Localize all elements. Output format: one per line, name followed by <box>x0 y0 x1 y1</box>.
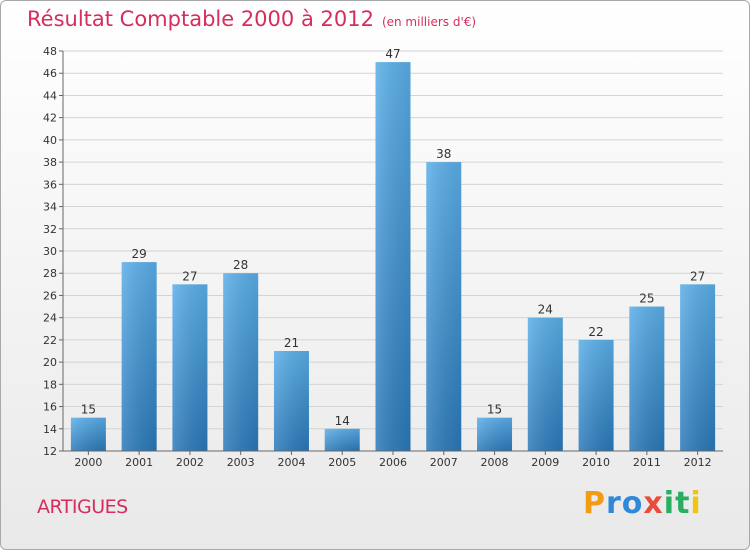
x-tick-label: 2005 <box>328 456 356 469</box>
y-tick-label: 40 <box>43 134 57 147</box>
y-tick-label: 24 <box>43 312 57 325</box>
data-label: 22 <box>588 325 603 339</box>
x-tick-label: 2003 <box>227 456 255 469</box>
bar-shade <box>578 339 614 451</box>
y-tick-label: 26 <box>43 289 57 302</box>
y-tick-label: 22 <box>43 334 57 347</box>
bar-shade <box>121 262 157 451</box>
bar-shade <box>223 273 259 451</box>
logo-letter: x <box>643 486 664 521</box>
y-tick-label: 14 <box>43 423 57 436</box>
x-tick-label: 2009 <box>531 456 559 469</box>
y-tick-label: 12 <box>43 445 57 458</box>
y-tick-label: 20 <box>43 356 57 369</box>
logo-letter: r <box>606 486 622 521</box>
data-label: 15 <box>487 403 502 417</box>
data-label: 24 <box>538 303 553 317</box>
chart-title-unit: (en milliers d'€) <box>381 15 477 29</box>
bar-shade <box>680 284 716 451</box>
y-tick-label: 38 <box>43 156 57 169</box>
logo-letter: t <box>675 486 691 521</box>
logo-letter: i <box>690 486 702 521</box>
x-tick-label: 2011 <box>633 456 661 469</box>
bar-shade <box>527 317 563 451</box>
bar-shade <box>477 417 513 451</box>
y-axis: 12 14 16 18 20 22 24 26 28 30 32 34 36 38 40 42 44 46 48 <box>43 45 64 458</box>
x-tick-label: 2000 <box>74 456 102 469</box>
x-tick-label: 2008 <box>481 456 509 469</box>
data-label: 21 <box>284 336 299 350</box>
chart-title-main: Résultat Comptable 2000 à 2012 <box>27 7 374 31</box>
x-tick-label: 2004 <box>277 456 305 469</box>
logo-letter: P <box>583 486 606 521</box>
y-tick-label: 44 <box>43 89 57 102</box>
y-tick-label: 48 <box>43 45 57 58</box>
bar-shade <box>324 428 360 451</box>
bar-shade <box>629 306 665 451</box>
y-tick-label: 46 <box>43 67 57 80</box>
x-axis: 2000 2001 2002 2003 2004 2005 2006 2007 2008 2009… <box>63 450 723 469</box>
bar-shade <box>375 62 411 451</box>
y-tick-label: 36 <box>43 178 57 191</box>
y-tick-label: 16 <box>43 401 57 414</box>
logo-letter: o <box>621 486 644 521</box>
data-label: 27 <box>182 269 197 283</box>
x-tick-label: 2001 <box>125 456 153 469</box>
data-label: 14 <box>335 414 350 428</box>
proxiti-logo: Proxiti <box>583 486 702 521</box>
x-tick-label: 2002 <box>176 456 204 469</box>
x-tick-label: 2012 <box>684 456 712 469</box>
data-label: 27 <box>690 269 705 283</box>
y-tick-label: 32 <box>43 223 57 236</box>
x-tick-label: 2006 <box>379 456 407 469</box>
commune-name: ARTIGUES <box>37 496 128 518</box>
y-tick-label: 18 <box>43 378 57 391</box>
bar-shade <box>70 417 106 451</box>
y-tick-label: 28 <box>43 267 57 280</box>
y-tick-label: 42 <box>43 112 57 125</box>
chart-title: Résultat Comptable 2000 à 2012 (en millie… <box>27 7 476 31</box>
data-label: 47 <box>385 47 400 61</box>
bar-shade <box>426 162 462 451</box>
x-tick-label: 2010 <box>582 456 610 469</box>
data-label: 28 <box>233 258 248 272</box>
x-tick-label: 2007 <box>430 456 458 469</box>
bar-shade <box>273 351 309 451</box>
bars: 15 29 27 28 21 14 47 38 15 24 22 25 27 <box>70 47 716 451</box>
bar-shade <box>172 284 208 451</box>
logo-letter: i <box>663 486 676 521</box>
data-label: 25 <box>639 292 654 306</box>
y-tick-label: 30 <box>43 245 57 258</box>
y-tick-label: 34 <box>43 201 57 214</box>
data-label: 15 <box>81 403 96 417</box>
data-label: 29 <box>132 247 147 261</box>
data-label: 38 <box>436 147 451 161</box>
